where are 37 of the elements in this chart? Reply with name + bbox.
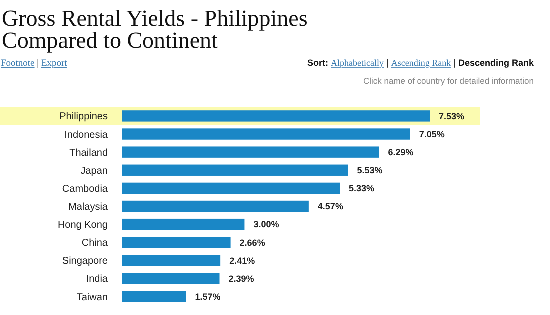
y-tick-label: Malaysia [68,202,108,213]
bar [122,128,410,140]
data-label: 6.29% [388,147,414,158]
text: Sort: Alphabetically | Ascending Rank | Descending Rank [308,58,535,68]
bar [122,237,231,248]
data-label: 5.33% [349,184,375,194]
data-label: 2.66% [240,238,266,248]
y-tick-label: Singapore [62,256,108,268]
y-tick-label: China [82,238,108,250]
data-label: 1.57% [195,292,221,302]
bar [122,255,221,266]
bar [122,110,430,122]
y-tick-label: Philippines [60,112,108,123]
bar [122,146,380,158]
data-label: 3.00% [254,220,280,230]
bar [122,291,186,302]
data-label: 7.05% [419,129,445,140]
text: Footnote | Export [1,59,68,69]
bar [122,182,340,194]
chart-title: Gross Rental Yields - Philippines Compared to Continent [2,6,308,53]
y-tick-label: Indonesia [64,130,108,141]
y-tick-label: Thailand [70,148,108,159]
bar [122,164,348,176]
data-label: 7.53% [439,111,465,122]
data-label: 5.53% [357,166,383,176]
data-label: 4.57% [318,202,344,212]
y-tick-label: Japan [80,166,108,177]
y-tick-label: Taiwan [76,292,108,304]
y-tick-label: Cambodia [62,184,108,195]
text: Click name of country for detailed information [363,76,534,86]
y-tick-label: India [86,274,108,286]
bar [122,218,245,230]
y-tick-label: Hong Kong [58,220,108,232]
bar [122,200,309,212]
data-label: 2.41% [230,256,256,266]
data-label: 2.39% [228,274,254,284]
bar [122,273,220,284]
